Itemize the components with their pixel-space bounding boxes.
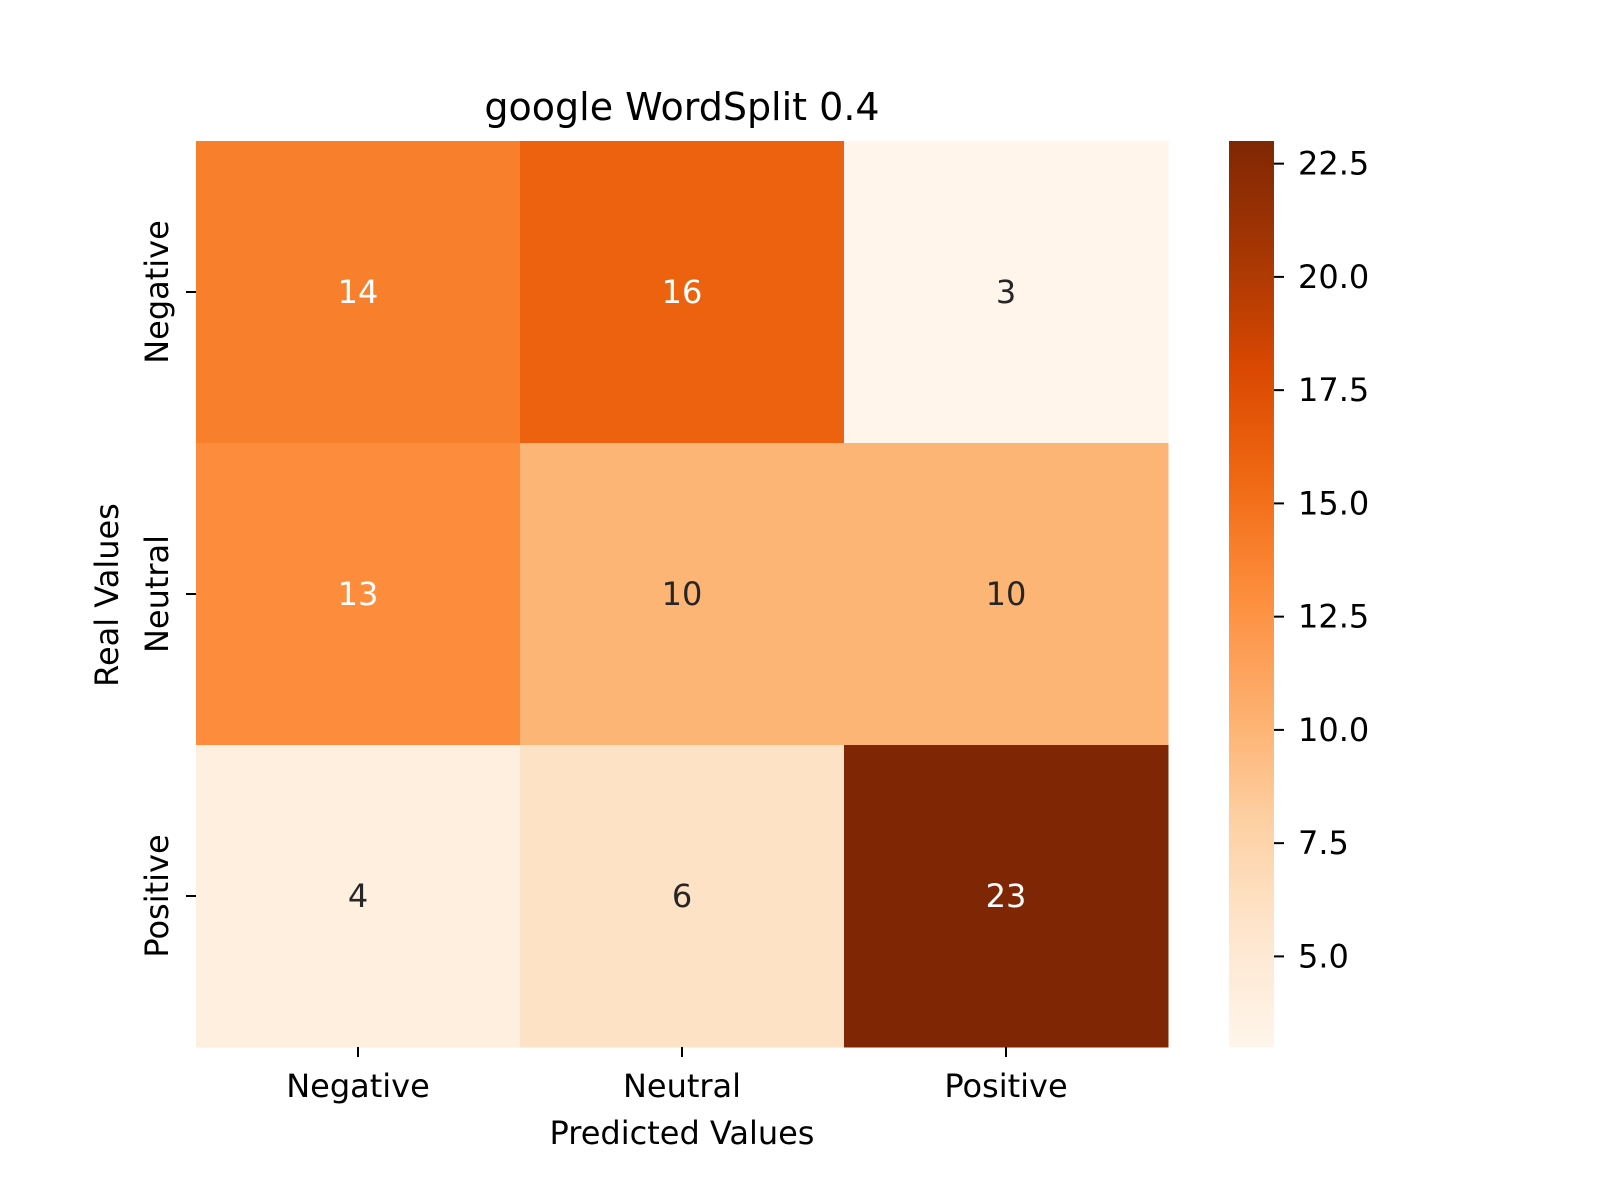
heatmap-cell bbox=[844, 745, 1169, 1048]
cell-value-label: 4 bbox=[348, 877, 368, 915]
heatmap-cell bbox=[196, 745, 521, 1048]
cell-value-label: 10 bbox=[662, 575, 703, 613]
colorbar: 5.0 7.5 10.0 12.5 15.0 17.5 20.0 22.5 bbox=[1229, 141, 1369, 1047]
cell-value-label: 3 bbox=[996, 273, 1016, 311]
colorbar-tick-label: 22.5 bbox=[1298, 145, 1369, 183]
y-tick-label: Neutral bbox=[138, 535, 176, 653]
heatmap-cell bbox=[844, 443, 1169, 746]
cell-value-label: 14 bbox=[338, 273, 379, 311]
y-axis-label: Real Values bbox=[88, 503, 126, 687]
x-tick-label: Neutral bbox=[623, 1067, 741, 1105]
cell-value-label: 23 bbox=[986, 877, 1027, 915]
chart-title: google WordSplit 0.4 bbox=[484, 85, 879, 129]
heatmap-cell bbox=[520, 141, 845, 444]
x-axis-label: Predicted Values bbox=[550, 1114, 815, 1152]
y-axis: Negative Neutral Positive bbox=[138, 220, 196, 958]
colorbar-tick-label: 17.5 bbox=[1298, 371, 1369, 409]
cell-value-label: 6 bbox=[672, 877, 692, 915]
heatmap-cell bbox=[196, 443, 521, 746]
y-tick-label: Positive bbox=[138, 834, 176, 957]
colorbar-tick-label: 20.0 bbox=[1298, 258, 1369, 296]
heatmap: 14 16 3 13 10 10 4 6 23 bbox=[196, 141, 1169, 1048]
cell-value-label: 10 bbox=[986, 575, 1027, 613]
colorbar-tick-label: 5.0 bbox=[1298, 937, 1349, 975]
cell-value-label: 13 bbox=[338, 575, 379, 613]
heatmap-cell bbox=[196, 141, 521, 444]
colorbar-gradient bbox=[1229, 141, 1274, 1047]
heatmap-cell bbox=[520, 745, 845, 1048]
heatmap-cell bbox=[520, 443, 845, 746]
x-axis: Negative Neutral Positive bbox=[286, 1047, 1068, 1105]
y-tick-label: Negative bbox=[138, 220, 176, 364]
colorbar-tick-label: 12.5 bbox=[1298, 598, 1369, 636]
x-tick-label: Positive bbox=[944, 1067, 1067, 1105]
x-tick-label: Negative bbox=[286, 1067, 430, 1105]
heatmap-cell bbox=[844, 141, 1169, 444]
colorbar-tick-label: 10.0 bbox=[1298, 711, 1369, 749]
colorbar-tick-label: 7.5 bbox=[1298, 824, 1349, 862]
colorbar-tick-label: 15.0 bbox=[1298, 484, 1369, 522]
cell-value-label: 16 bbox=[662, 273, 703, 311]
